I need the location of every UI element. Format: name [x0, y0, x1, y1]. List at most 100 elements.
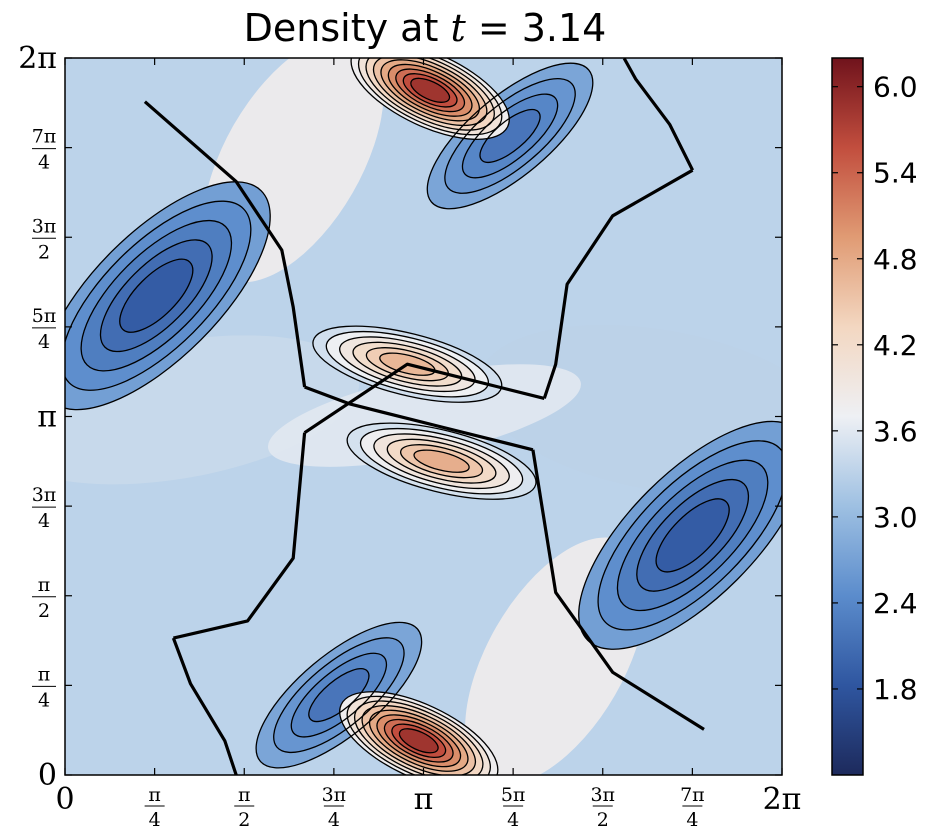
x-tick-denominator: 2: [238, 809, 250, 831]
contour-line: [444, 78, 576, 194]
y-tick-denominator: 2: [38, 241, 50, 263]
colorbar-ticks: 1.8 2.4 3.0 3.6 4.2 4.8 5.4 6.0: [832, 71, 918, 706]
y-tick-denominator: 4: [38, 510, 50, 532]
y-tick-denominator: 4: [38, 331, 50, 353]
y-tick-denominator: 4: [38, 689, 50, 711]
y-tick-numerator: π: [38, 663, 51, 685]
colorbar-tick-label: 3.6: [873, 415, 918, 448]
contour-line: [368, 709, 469, 772]
contour-line: [395, 68, 466, 113]
x-tick-denominator: 4: [149, 809, 161, 831]
contour-line: [255, 621, 423, 769]
y-tick-numerator: 3π: [32, 484, 57, 506]
colorbar-tick-label: 6.0: [873, 71, 918, 104]
x-tick-denominator: 4: [686, 809, 698, 831]
density-region: [267, 364, 581, 467]
contour-line: [346, 695, 492, 775]
x-tick-numerator: π: [238, 784, 251, 806]
contour-line: [361, 704, 477, 775]
contour-lines: [65, 58, 782, 775]
title-equals: =: [465, 6, 522, 50]
density-level: [308, 668, 369, 722]
contour-line: [373, 433, 510, 490]
contour-line: [353, 700, 484, 775]
title-prefix: Density at: [243, 6, 451, 50]
plot-area: [65, 58, 782, 775]
y-tick-label: 2π: [18, 41, 57, 76]
colorbar-tick-label: 2.4: [873, 587, 918, 620]
title-value: 3.14: [521, 6, 607, 50]
y-tick-denominator: 2: [38, 600, 50, 622]
contour-line: [119, 258, 194, 333]
colorbar-tick-label: 4.8: [873, 243, 918, 276]
shock-front: [143, 100, 307, 388]
contour-line: [386, 438, 497, 484]
y-tick-denominator: 4: [38, 152, 50, 174]
x-tick-numerator: 5π: [501, 784, 526, 806]
contour-line: [461, 93, 559, 179]
contour-line: [365, 58, 495, 131]
x-tick-label: 0: [55, 782, 74, 817]
contour-line: [80, 219, 233, 372]
x-tick-denominator: 2: [597, 809, 609, 831]
contour-line: [387, 63, 473, 117]
y-tick-numerator: 7π: [32, 126, 57, 148]
contour-line: [65, 181, 271, 411]
title-variable: t: [450, 6, 466, 50]
contour-line: [616, 459, 769, 612]
contour-line: [398, 728, 439, 754]
x-tick-numerator: π: [148, 784, 161, 806]
colorbar-tick-label: 1.8: [873, 673, 918, 706]
y-axis: 0 π 4 π 2 3π 4 π 5π 4 3π 2 7π 4 2π: [18, 41, 782, 793]
shock-front: [171, 637, 238, 775]
contour-line: [357, 58, 503, 136]
shock-front: [173, 432, 307, 640]
x-tick-numerator: 3π: [590, 784, 615, 806]
colorbar: 1.8 2.4 3.0 3.6 4.2 4.8 5.4 6.0: [831, 57, 918, 776]
contour-line: [410, 77, 451, 103]
contour-line: [383, 718, 454, 763]
density-level: [656, 498, 730, 572]
shock-front: [622, 58, 695, 171]
contour-line: [413, 449, 470, 473]
contour-line: [380, 59, 481, 122]
contour-line: [99, 239, 213, 353]
contour-line: [426, 62, 594, 210]
colorbar-gradient: [831, 57, 864, 776]
contour-line: [65, 200, 252, 391]
contour-line: [290, 652, 388, 738]
contour-line: [655, 498, 730, 573]
y-tick-label: π: [37, 400, 57, 435]
density-level: [410, 78, 450, 103]
contour-line: [636, 478, 750, 592]
x-tick-label: π: [414, 782, 434, 817]
x-tick-denominator: 4: [507, 809, 519, 831]
contour-line: [597, 440, 782, 631]
colorbar-tick-label: 4.2: [873, 329, 918, 362]
y-tick-numerator: 3π: [32, 215, 57, 237]
contour-line: [350, 58, 510, 140]
colorbar-tick-label: 3.0: [873, 501, 918, 534]
x-tick-numerator: 3π: [322, 784, 347, 806]
chart-title: Density at t = 3.14: [0, 6, 850, 50]
y-tick-numerator: 5π: [32, 305, 57, 327]
density-level: [119, 259, 193, 333]
x-tick-denominator: 4: [328, 809, 340, 831]
shock-front: [304, 385, 534, 452]
contour-line: [578, 420, 782, 650]
contour-line: [372, 58, 488, 127]
contour-line: [346, 422, 537, 500]
density-level: [414, 450, 470, 473]
x-axis: 0 π 4 π 2 3π 4 π 5π 4 3π 2 7π 4 2π: [55, 58, 801, 831]
shock-front: [303, 362, 545, 435]
contour-line: [391, 723, 447, 759]
contour-line: [308, 668, 370, 723]
density-level: [399, 728, 439, 753]
density-level: [480, 109, 541, 163]
shock-front: [531, 449, 705, 731]
contour-line: [339, 691, 499, 775]
shock-front: [542, 168, 694, 399]
x-tick-label: 2π: [763, 782, 802, 817]
y-tick-label: 0: [38, 758, 57, 793]
